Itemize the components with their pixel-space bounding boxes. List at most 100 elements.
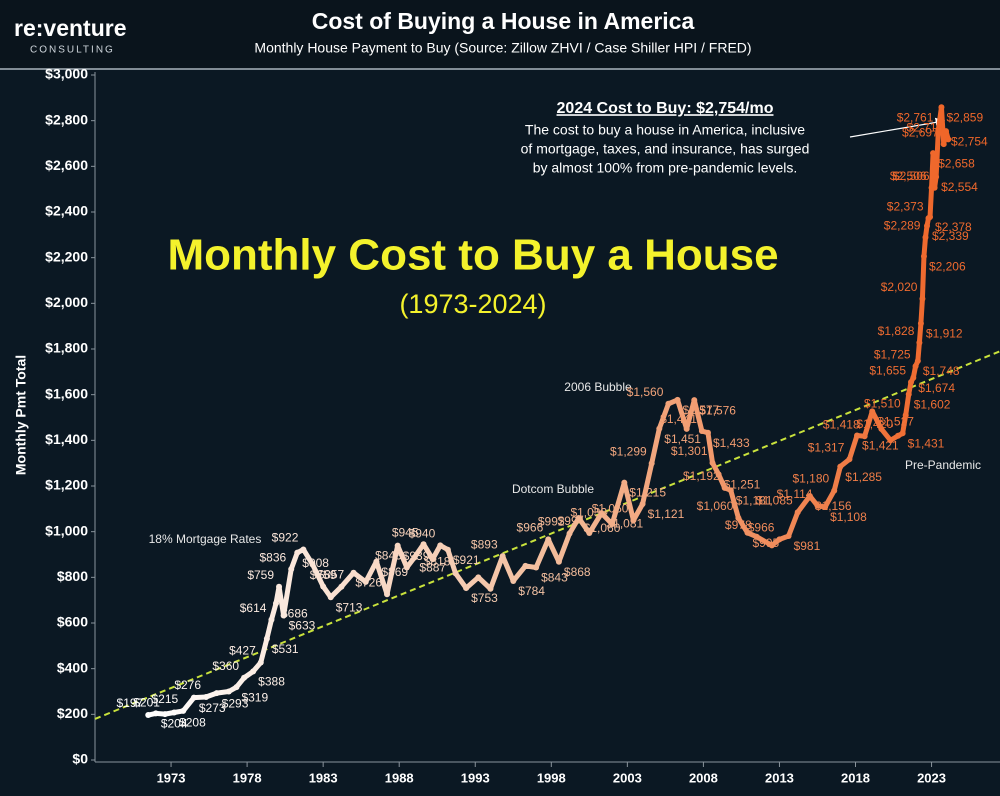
value-label: $2,761 <box>897 111 934 125</box>
value-label: $1,451 <box>664 432 701 446</box>
callout-line: of mortgage, taxes, and insurance, has s… <box>521 141 810 157</box>
value-label: $1,251 <box>724 478 761 492</box>
value-label: $531 <box>272 642 299 656</box>
data-point <box>914 357 921 364</box>
data-point <box>753 533 760 540</box>
data-point <box>683 425 690 432</box>
value-label: $1,085 <box>756 493 793 507</box>
data-point <box>300 546 307 553</box>
data-point <box>241 674 248 681</box>
value-label: $1,420 <box>856 417 893 431</box>
value-label: $2,020 <box>881 280 918 294</box>
data-point <box>938 104 945 111</box>
data-point <box>373 558 380 565</box>
value-label: $1,510 <box>864 396 901 410</box>
y-tick-label: $2,600 <box>45 157 88 173</box>
data-point <box>586 530 593 537</box>
data-point <box>437 542 444 549</box>
data-point <box>768 542 775 549</box>
annotation: Pre-Pandemic <box>905 458 981 472</box>
value-label: $1,431 <box>908 436 945 450</box>
data-point <box>648 460 655 467</box>
header-band <box>0 0 1000 69</box>
value-label: $1,301 <box>671 444 708 458</box>
value-label: $1,602 <box>914 397 951 411</box>
y-tick-label: $1,400 <box>45 431 88 447</box>
data-point <box>161 711 168 718</box>
value-label: $2,289 <box>884 219 921 233</box>
data-point <box>895 432 902 439</box>
value-label: $2,373 <box>887 199 924 213</box>
x-tick-label: 1998 <box>537 770 566 785</box>
data-point <box>145 712 152 719</box>
data-point <box>268 616 275 623</box>
data-point <box>288 566 295 573</box>
value-label: $843 <box>541 571 568 585</box>
data-point <box>429 556 436 563</box>
data-point <box>171 709 178 716</box>
x-tick-label: 2008 <box>689 770 718 785</box>
data-point <box>930 150 937 157</box>
value-label: $204 <box>161 717 188 731</box>
value-label: $360 <box>212 659 239 673</box>
x-tick-label: 1993 <box>461 770 490 785</box>
data-point <box>555 558 562 565</box>
data-point <box>630 517 637 524</box>
data-point <box>394 542 401 549</box>
value-label: $293 <box>222 696 249 710</box>
value-label: $201 <box>133 695 160 709</box>
x-tick-label: 2003 <box>613 770 642 785</box>
data-point <box>905 391 912 398</box>
y-tick-label: $3,000 <box>45 66 88 82</box>
value-label: $992 <box>538 515 565 529</box>
value-label: $319 <box>241 690 268 704</box>
data-point <box>910 374 917 381</box>
value-label: $1,299 <box>610 445 647 459</box>
value-label: $2,506 <box>890 169 927 183</box>
callout-arrow <box>849 117 946 138</box>
value-label: $1,560 <box>627 385 664 399</box>
y-tick-label: $2,200 <box>45 248 88 264</box>
data-point <box>452 570 459 577</box>
value-label: $197 <box>117 696 144 710</box>
y-tick-label: $600 <box>57 614 88 630</box>
data-point <box>362 578 369 585</box>
value-label: $2,339 <box>932 229 969 243</box>
value-label: $887 <box>419 561 446 575</box>
chart-title: Cost of Buying a House in America <box>312 8 695 34</box>
x-tick-label: 1983 <box>309 770 338 785</box>
data-point <box>912 363 919 370</box>
value-label: $1,033 <box>570 505 607 519</box>
data-point <box>902 412 909 419</box>
data-point <box>917 320 924 327</box>
data-point <box>545 536 552 543</box>
data-point <box>922 234 929 241</box>
data-point <box>919 295 926 302</box>
value-label: $818 <box>424 554 451 568</box>
data-point <box>899 430 906 437</box>
value-label: $922 <box>272 531 299 545</box>
data-point <box>533 564 540 571</box>
data-point <box>639 501 646 508</box>
data-point <box>920 253 927 260</box>
data-point <box>776 536 783 543</box>
chart-subtitle: Monthly House Payment to Buy (Source: Zi… <box>254 40 751 56</box>
data-point <box>665 400 672 407</box>
data-point <box>846 456 853 463</box>
x-tick-label: 2023 <box>917 770 946 785</box>
data-point <box>575 514 582 521</box>
value-label: $868 <box>564 565 591 579</box>
data-point <box>704 429 711 436</box>
value-label: $726 <box>355 575 382 589</box>
data-point <box>320 583 327 590</box>
value-label: $2,754 <box>951 134 988 148</box>
data-point <box>213 690 220 697</box>
data-point <box>487 585 494 592</box>
value-label: $843 <box>375 549 402 563</box>
x-tick-label: 2018 <box>841 770 870 785</box>
y-tick-label: $1,800 <box>45 340 88 356</box>
data-point <box>735 514 742 521</box>
data-point <box>621 479 628 486</box>
logo-sub: CONSULTING <box>30 45 115 56</box>
value-label: $1,421 <box>862 439 899 453</box>
